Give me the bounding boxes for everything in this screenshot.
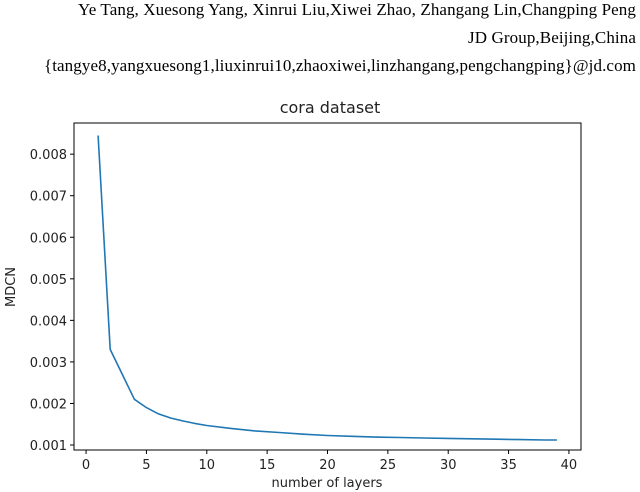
y-tick-label: 0.006	[30, 231, 67, 246]
x-tick-label: 10	[199, 458, 216, 473]
x-tick-label: 35	[500, 458, 517, 473]
paper-authors: Ye Tang, Xuesong Yang, Xinrui Liu,Xiwei …	[78, 0, 636, 19]
x-tick-label: 0	[82, 458, 90, 473]
x-axis: 0 5 10 15 20 25 30 35 40	[82, 450, 577, 473]
y-tick-label: 0.001	[30, 439, 67, 454]
y-tick-label: 0.004	[30, 314, 67, 329]
y-tick-label: 0.002	[30, 397, 67, 412]
x-tick-label: 40	[561, 458, 578, 473]
paper-affiliation: JD Group,Beijing,China	[468, 28, 636, 47]
y-tick-label: 0.005	[30, 273, 67, 288]
y-tick-label: 0.007	[30, 190, 67, 205]
series-line	[97, 135, 557, 441]
paper-emails: {tangye8,yangxuesong1,liuxinrui10,zhaoxi…	[43, 56, 636, 75]
series-layer	[97, 135, 557, 441]
x-tick-label: 15	[259, 458, 276, 473]
plot-frame	[73, 122, 582, 451]
chart-title: cora dataset	[280, 98, 381, 117]
y-axis-label: MDCN	[4, 267, 19, 307]
x-tick-label: 20	[319, 458, 336, 473]
x-tick-label: 30	[440, 458, 457, 473]
x-tick-label: 25	[380, 458, 397, 473]
x-tick-label: 5	[142, 458, 150, 473]
y-axis: 0.001 0.002 0.003 0.004 0.005 0.006 0.007 0.008	[30, 148, 74, 454]
x-axis-label: number of layers	[272, 476, 383, 491]
y-tick-label: 0.003	[30, 356, 67, 371]
y-tick-label: 0.008	[30, 148, 67, 163]
